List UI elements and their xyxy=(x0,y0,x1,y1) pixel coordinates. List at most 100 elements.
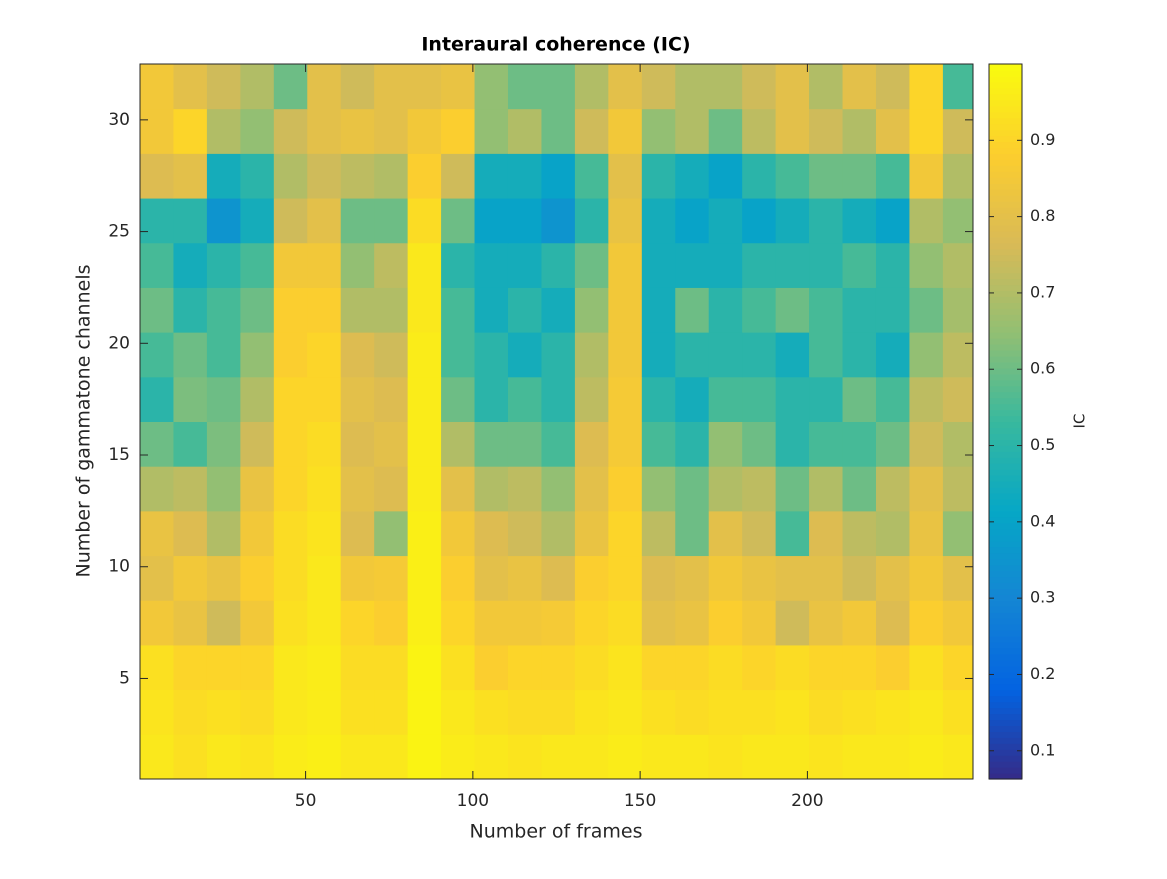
heatmap-cell xyxy=(909,466,944,512)
heatmap-cell xyxy=(140,198,174,244)
heatmap-cell xyxy=(140,600,174,646)
colorbar-swatch xyxy=(989,600,1022,607)
heatmap-cell xyxy=(875,555,910,601)
colorbar-swatch xyxy=(989,469,1022,476)
heatmap-cell xyxy=(809,421,844,467)
heatmap-cell xyxy=(507,242,542,288)
heatmap-cell xyxy=(641,510,676,557)
heatmap-cell xyxy=(608,510,643,557)
heatmap-cell xyxy=(273,644,308,691)
colorbar-tick-label: 0.8 xyxy=(1030,206,1055,225)
colorbar-swatch xyxy=(989,123,1022,131)
heatmap-cell xyxy=(307,332,342,378)
heatmap-cell xyxy=(173,198,208,244)
heatmap-cell xyxy=(875,689,910,735)
heatmap-cell xyxy=(708,108,743,154)
heatmap-cell xyxy=(574,198,609,244)
heatmap-cell xyxy=(708,376,743,422)
heatmap-cell xyxy=(340,153,375,199)
colorbar-swatch xyxy=(989,355,1022,363)
heatmap-cell xyxy=(273,153,308,199)
heatmap-cell xyxy=(574,287,609,333)
heatmap-cell xyxy=(574,510,609,557)
heatmap-cell xyxy=(541,510,576,557)
heatmap-cell xyxy=(474,376,509,422)
heatmap-cell xyxy=(206,332,241,378)
heatmap-cell xyxy=(641,421,676,467)
heatmap-cell xyxy=(374,466,409,512)
heatmap-cell xyxy=(641,242,676,288)
heatmap-cell xyxy=(407,242,442,288)
colorbar-swatch xyxy=(989,153,1022,160)
colorbar-swatch xyxy=(989,713,1022,721)
heatmap-cell xyxy=(441,555,476,601)
heatmap-cell xyxy=(273,510,308,557)
heatmap-cell xyxy=(374,734,409,780)
colorbar-swatch xyxy=(989,564,1022,572)
heatmap-cell xyxy=(574,242,609,288)
colorbar-swatch xyxy=(989,105,1022,113)
heatmap-cell xyxy=(842,644,877,691)
colorbar-swatch xyxy=(989,159,1022,166)
colorbar-swatch xyxy=(989,350,1022,357)
heatmap-cell xyxy=(173,64,208,110)
heatmap-cell xyxy=(407,198,442,244)
colorbar-swatch xyxy=(989,201,1022,208)
heatmap-cell xyxy=(340,644,375,691)
heatmap-cell xyxy=(374,421,409,467)
colorbar-swatch xyxy=(989,749,1022,756)
colorbar-swatch xyxy=(989,320,1022,327)
y-tick-label: 25 xyxy=(108,222,130,242)
heatmap-cell xyxy=(909,600,944,646)
heatmap-cell xyxy=(675,242,710,288)
heatmap-cell xyxy=(307,287,342,333)
heatmap-cell xyxy=(140,332,174,378)
colorbar-swatch xyxy=(989,242,1022,250)
colorbar-swatch xyxy=(989,254,1022,262)
heatmap-cell xyxy=(875,734,910,780)
heatmap-cell xyxy=(574,555,609,601)
heatmap-cell xyxy=(775,734,810,780)
heatmap-cell xyxy=(206,466,241,512)
heatmap-cell xyxy=(875,108,910,154)
heatmap-cell xyxy=(340,689,375,735)
heatmap-cell xyxy=(574,108,609,154)
heatmap-cell xyxy=(441,510,476,557)
heatmap-cell xyxy=(541,600,576,646)
colorbar-swatch xyxy=(989,463,1022,470)
heatmap-cell xyxy=(541,555,576,601)
heatmap-cell xyxy=(374,555,409,601)
heatmap-cell xyxy=(140,555,174,601)
heatmap-cell xyxy=(775,555,810,601)
heatmap-cell xyxy=(875,644,910,691)
heatmap-cell xyxy=(340,64,375,110)
heatmap-cell xyxy=(206,108,241,154)
heatmap-cell xyxy=(140,421,174,467)
heatmap-cell xyxy=(675,376,710,422)
heatmap-cell xyxy=(842,332,877,378)
heatmap-cell xyxy=(541,108,576,154)
heatmap-cell xyxy=(541,466,576,512)
heatmap-cell xyxy=(240,734,275,780)
heatmap-cell xyxy=(909,421,944,467)
heatmap-cell xyxy=(273,108,308,154)
colorbar-swatch xyxy=(989,636,1022,643)
colorbar-swatch xyxy=(989,308,1022,315)
colorbar-swatch xyxy=(989,212,1022,220)
heatmap-cell xyxy=(775,198,810,244)
heatmap-cell xyxy=(675,600,710,646)
heatmap-cell xyxy=(441,64,476,110)
heatmap-cell xyxy=(206,376,241,422)
heatmap-cell xyxy=(206,64,241,110)
heatmap-cell xyxy=(842,242,877,288)
heatmap-cell xyxy=(708,64,743,110)
heatmap-cell xyxy=(273,600,308,646)
colorbar-swatch xyxy=(989,439,1022,446)
heatmap-cell xyxy=(173,421,208,467)
colorbar-swatch xyxy=(989,141,1022,149)
heatmap-cell xyxy=(775,376,810,422)
colorbar-tick-label: 0.9 xyxy=(1030,130,1055,149)
heatmap-cell xyxy=(842,198,877,244)
heatmap-cell xyxy=(140,287,174,333)
heatmap-cell xyxy=(541,153,576,199)
